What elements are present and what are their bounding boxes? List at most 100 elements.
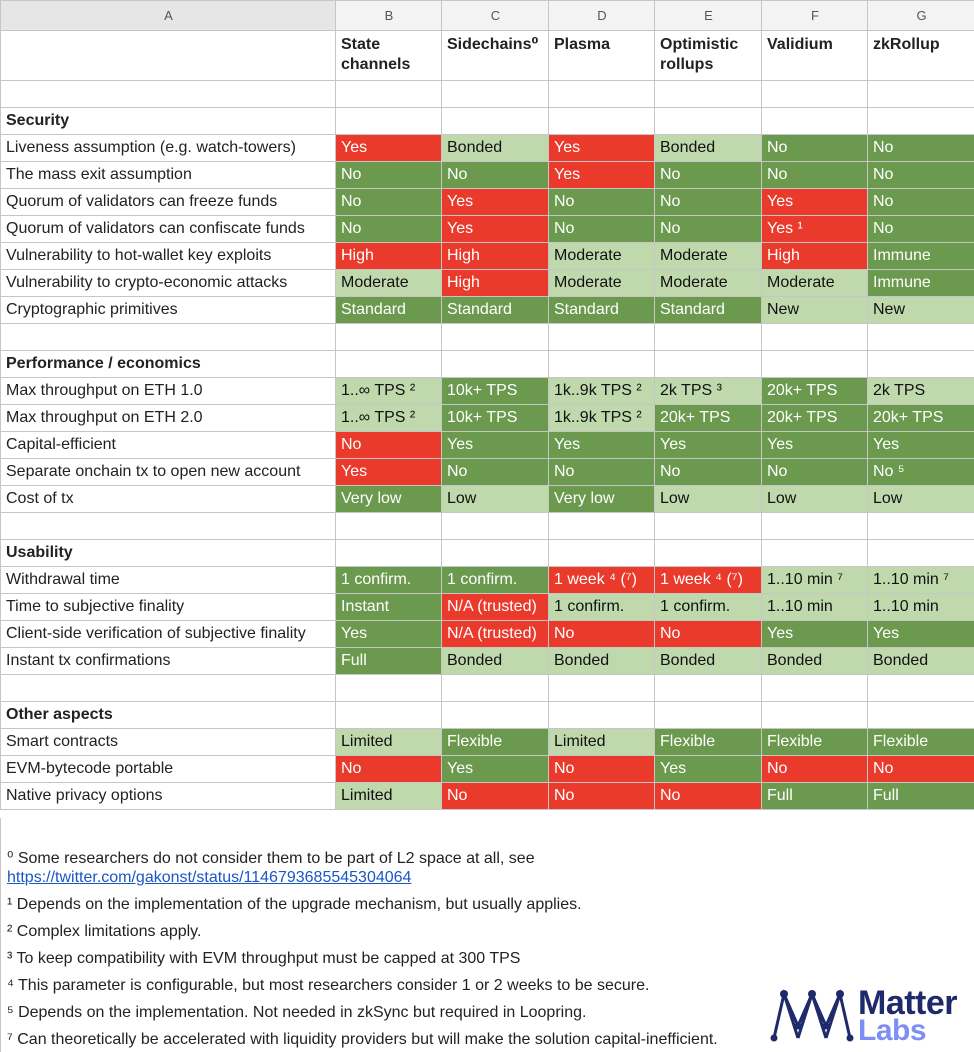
row-label[interactable]: Time to subjective finality: [0, 593, 336, 621]
empty-cell[interactable]: [335, 539, 442, 567]
empty-cell[interactable]: [335, 323, 442, 351]
value-cell[interactable]: 1 week ⁴ (⁷): [548, 566, 655, 594]
footnote-0-link[interactable]: https://twitter.com/gakonst/status/11467…: [7, 869, 412, 886]
value-cell[interactable]: Yes: [654, 431, 762, 459]
value-cell[interactable]: Full: [761, 782, 868, 810]
empty-cell[interactable]: [335, 107, 442, 135]
header-cell[interactable]: Validium: [761, 30, 868, 81]
value-cell[interactable]: Standard: [654, 296, 762, 324]
section-title[interactable]: Performance / economics: [0, 350, 336, 378]
value-cell[interactable]: 10k+ TPS: [441, 404, 549, 432]
value-cell[interactable]: Immune: [867, 242, 974, 270]
column-header-b[interactable]: B: [335, 0, 442, 31]
value-cell[interactable]: Standard: [548, 296, 655, 324]
row-label[interactable]: Withdrawal time: [0, 566, 336, 594]
value-cell[interactable]: No: [441, 458, 549, 486]
empty-cell[interactable]: [867, 512, 974, 540]
value-cell[interactable]: Yes: [441, 431, 549, 459]
row-label[interactable]: Vulnerability to crypto-economic attacks: [0, 269, 336, 297]
row-label[interactable]: Vulnerability to hot-wallet key exploits: [0, 242, 336, 270]
empty-cell[interactable]: [867, 80, 974, 108]
value-cell[interactable]: Yes: [441, 188, 549, 216]
value-cell[interactable]: 1..10 min: [867, 593, 974, 621]
value-cell[interactable]: 1..10 min: [761, 593, 868, 621]
value-cell[interactable]: Very low: [548, 485, 655, 513]
value-cell[interactable]: Limited: [548, 728, 655, 756]
empty-cell[interactable]: [335, 701, 442, 729]
value-cell[interactable]: 20k+ TPS: [654, 404, 762, 432]
value-cell[interactable]: Yes: [548, 134, 655, 162]
empty-cell[interactable]: [867, 674, 974, 702]
value-cell[interactable]: No: [335, 161, 442, 189]
header-cell[interactable]: zkRollup: [867, 30, 974, 81]
value-cell[interactable]: Limited: [335, 782, 442, 810]
empty-cell[interactable]: [654, 512, 762, 540]
value-cell[interactable]: No: [654, 620, 762, 648]
row-label[interactable]: Client-side verification of subjective f…: [0, 620, 336, 648]
value-cell[interactable]: No: [654, 188, 762, 216]
value-cell[interactable]: Low: [654, 485, 762, 513]
value-cell[interactable]: Yes: [548, 431, 655, 459]
row-label[interactable]: Separate onchain tx to open new account: [0, 458, 336, 486]
value-cell[interactable]: No: [867, 755, 974, 783]
row-label[interactable]: EVM-bytecode portable: [0, 755, 336, 783]
empty-cell[interactable]: [761, 107, 868, 135]
value-cell[interactable]: No: [867, 188, 974, 216]
value-cell[interactable]: 2k TPS: [867, 377, 974, 405]
value-cell[interactable]: No: [867, 134, 974, 162]
value-cell[interactable]: Moderate: [654, 269, 762, 297]
value-cell[interactable]: High: [761, 242, 868, 270]
value-cell[interactable]: 1 confirm.: [335, 566, 442, 594]
value-cell[interactable]: Bonded: [441, 134, 549, 162]
empty-cell[interactable]: [654, 107, 762, 135]
value-cell[interactable]: No: [548, 215, 655, 243]
value-cell[interactable]: High: [441, 269, 549, 297]
value-cell[interactable]: Yes: [548, 161, 655, 189]
empty-cell[interactable]: [761, 350, 868, 378]
value-cell[interactable]: Moderate: [548, 269, 655, 297]
value-cell[interactable]: High: [335, 242, 442, 270]
row-label[interactable]: Max throughput on ETH 1.0: [0, 377, 336, 405]
empty-cell[interactable]: [761, 323, 868, 351]
value-cell[interactable]: No: [441, 782, 549, 810]
empty-cell[interactable]: [548, 323, 655, 351]
value-cell[interactable]: High: [441, 242, 549, 270]
value-cell[interactable]: Yes: [761, 620, 868, 648]
value-cell[interactable]: No: [761, 755, 868, 783]
empty-cell[interactable]: [0, 674, 336, 702]
row-label[interactable]: The mass exit assumption: [0, 161, 336, 189]
value-cell[interactable]: Immune: [867, 269, 974, 297]
value-cell[interactable]: 20k+ TPS: [867, 404, 974, 432]
column-header-c[interactable]: C: [441, 0, 549, 31]
value-cell[interactable]: No ⁵: [867, 458, 974, 486]
value-cell[interactable]: Moderate: [654, 242, 762, 270]
empty-cell[interactable]: [761, 80, 868, 108]
column-header-g[interactable]: G: [867, 0, 974, 31]
row-label[interactable]: Native privacy options: [0, 782, 336, 810]
empty-cell[interactable]: [335, 512, 442, 540]
row-label[interactable]: Cost of tx: [0, 485, 336, 513]
value-cell[interactable]: No: [548, 755, 655, 783]
value-cell[interactable]: Low: [761, 485, 868, 513]
value-cell[interactable]: Moderate: [548, 242, 655, 270]
value-cell[interactable]: Yes: [441, 215, 549, 243]
empty-cell[interactable]: [441, 80, 549, 108]
empty-cell[interactable]: [441, 701, 549, 729]
value-cell[interactable]: No: [335, 188, 442, 216]
empty-cell[interactable]: [441, 674, 549, 702]
value-cell[interactable]: No: [335, 215, 442, 243]
value-cell[interactable]: Yes: [867, 431, 974, 459]
empty-cell[interactable]: [654, 350, 762, 378]
value-cell[interactable]: 1..10 min ⁷: [761, 566, 868, 594]
header-cell[interactable]: State channels: [335, 30, 442, 81]
empty-cell[interactable]: [441, 512, 549, 540]
section-title[interactable]: Other aspects: [0, 701, 336, 729]
empty-cell[interactable]: [654, 80, 762, 108]
value-cell[interactable]: 1 confirm.: [441, 566, 549, 594]
value-cell[interactable]: Limited: [335, 728, 442, 756]
header-cell[interactable]: Optimistic rollups: [654, 30, 762, 81]
value-cell[interactable]: Standard: [441, 296, 549, 324]
empty-cell[interactable]: [654, 539, 762, 567]
value-cell[interactable]: N/A (trusted): [441, 593, 549, 621]
empty-cell[interactable]: [548, 512, 655, 540]
